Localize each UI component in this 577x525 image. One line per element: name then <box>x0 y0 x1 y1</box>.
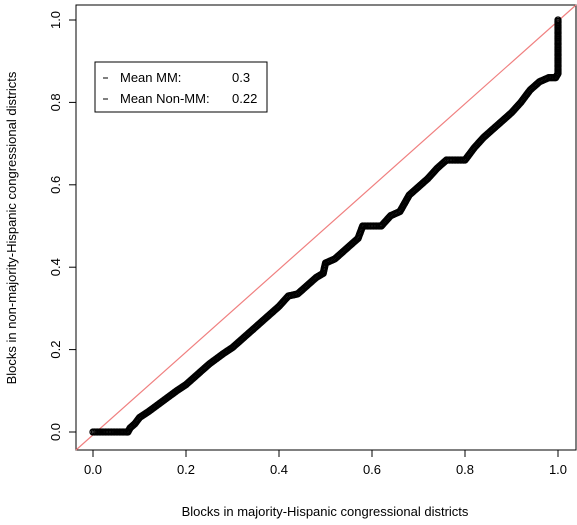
y-tick-label-5: 1.0 <box>48 11 63 29</box>
x-axis-label: Blocks in majority-Hispanic congressiona… <box>182 504 469 519</box>
legend-label-1: Mean MM: <box>120 70 181 85</box>
reference-line-layer <box>75 4 577 451</box>
x-tick-label-3: 0.6 <box>363 462 381 477</box>
y-tick-label-2: 0.4 <box>48 258 63 276</box>
y-axis: 0.0 0.2 0.4 0.6 0.8 1.0 <box>48 11 77 441</box>
x-tick-label-5: 1.0 <box>549 462 567 477</box>
y-axis-label: Blocks in non-majority-Hispanic congress… <box>4 71 19 384</box>
y-tick-label-0: 0.0 <box>48 423 63 441</box>
reference-line <box>75 4 577 451</box>
x-tick-label-1: 0.2 <box>177 462 195 477</box>
x-tick-label-0: 0.0 <box>84 462 102 477</box>
legend-value-2: 0.22 <box>232 91 257 106</box>
data-point-438 <box>554 16 562 24</box>
x-tick-label-2: 0.4 <box>270 462 288 477</box>
legend: Mean MM: 0.3 Mean Non-MM: 0.22 <box>94 61 268 113</box>
legend-box <box>94 61 268 113</box>
legend-label-2: Mean Non-MM: <box>120 91 210 106</box>
y-tick-label-4: 0.8 <box>48 93 63 111</box>
y-tick-label-1: 0.2 <box>48 341 63 359</box>
x-axis: 0.0 0.2 0.4 0.6 0.8 1.0 <box>84 449 567 477</box>
data-points-layer <box>89 16 562 436</box>
y-tick-label-3: 0.6 <box>48 176 63 194</box>
legend-value-1: 0.3 <box>232 70 250 85</box>
x-tick-label-4: 0.8 <box>456 462 474 477</box>
